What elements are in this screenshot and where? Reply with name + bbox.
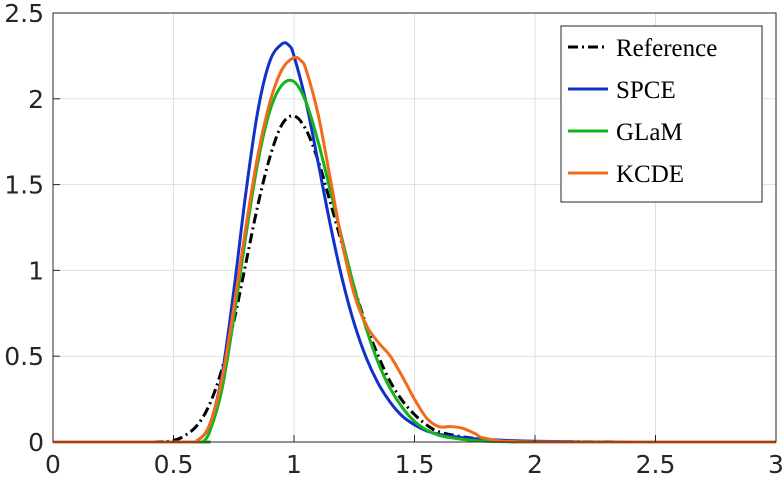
series-line-kcde	[53, 55, 776, 444]
y-tick-label: 1	[28, 256, 44, 285]
y-tick-label: 1.5	[4, 171, 44, 200]
y-tick-label: 0	[28, 428, 44, 457]
x-tick-label: 1	[286, 450, 302, 479]
x-tick-label: 3	[768, 450, 783, 479]
legend-label-kcde: KCDE	[616, 161, 684, 188]
x-tick-label: 2	[527, 450, 543, 479]
y-tick-label: 0.5	[4, 342, 44, 371]
legend-label-glam: GLaM	[616, 119, 683, 146]
x-tick-label: 2.5	[636, 450, 676, 479]
legend: Reference SPCE GLaM KCDE	[560, 25, 763, 203]
ticks: 0 0.5 1 1.5 2 2.5 3 0 0.5 1 1.5 2 2.5	[4, 0, 783, 479]
curves	[53, 41, 776, 444]
x-tick-label: 0.5	[154, 450, 194, 479]
x-tick-label: 0	[45, 450, 61, 479]
y-tick-label: 2	[28, 85, 44, 114]
y-tick-label: 2.5	[4, 0, 44, 28]
legend-label-reference: Reference	[616, 35, 717, 62]
legend-label-spce: SPCE	[616, 77, 676, 104]
x-tick-label: 1.5	[395, 450, 435, 479]
